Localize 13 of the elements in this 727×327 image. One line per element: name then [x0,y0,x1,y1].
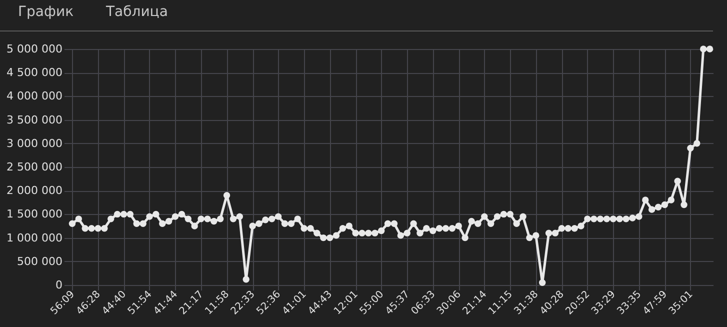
text: График [18,4,74,20]
y-tick-label: 2 000 000 [6,184,62,198]
y-tick-label: 3 500 000 [6,113,62,126]
y-tick-label: 500 000 [17,254,62,268]
y-tick-label: 4 000 000 [6,90,62,103]
y-tick-label: 4 500 000 [6,66,62,80]
y-tick-label: 0 [56,278,62,292]
y-tick-label: 3 000 000 [6,136,62,150]
y-tick-label: 1 500 000 [6,208,62,221]
y-tick-label: 5 000 000 [6,42,62,56]
text: Таблица [105,4,168,20]
y-tick-label: 1 000 000 [6,231,62,244]
y-tick-label: 2 500 000 [6,160,62,174]
